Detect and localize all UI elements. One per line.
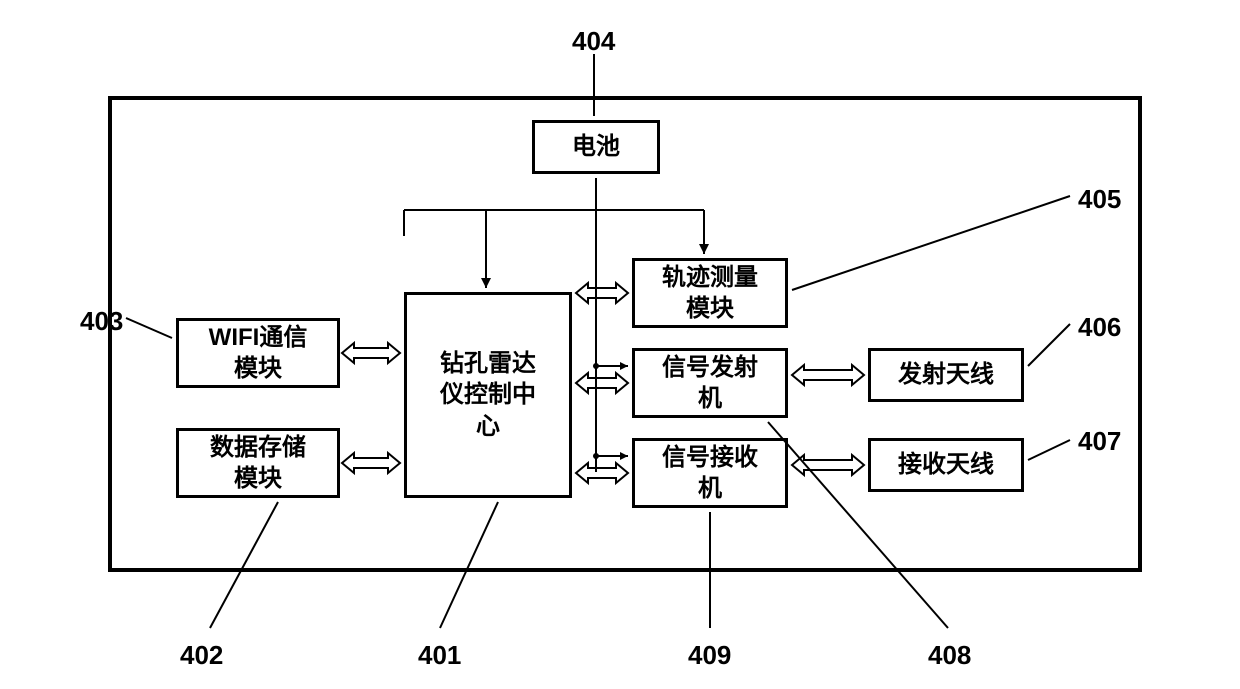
- block-404-text: 电池: [572, 131, 620, 162]
- block-402-text: 数据存储模块: [210, 432, 306, 494]
- block-406: 发射天线: [868, 348, 1024, 402]
- label-403: 403: [80, 306, 123, 337]
- label-401: 401: [418, 640, 461, 671]
- block-403-text: WIFI通信模块: [209, 322, 308, 384]
- diagram-canvas: 钻孔雷达仪控制中心 数据存储模块 WIFI通信模块 电池 轨迹测量模块 发射天线…: [0, 0, 1240, 689]
- block-405-text: 轨迹测量模块: [662, 262, 758, 324]
- label-404: 404: [572, 26, 615, 57]
- block-407-text: 接收天线: [898, 449, 994, 480]
- block-408: 信号发射机: [632, 348, 788, 418]
- label-407: 407: [1078, 426, 1121, 457]
- label-408: 408: [928, 640, 971, 671]
- block-402: 数据存储模块: [176, 428, 340, 498]
- block-401: 钻孔雷达仪控制中心: [404, 292, 572, 498]
- label-402: 402: [180, 640, 223, 671]
- block-403: WIFI通信模块: [176, 318, 340, 388]
- block-405: 轨迹测量模块: [632, 258, 788, 328]
- block-407: 接收天线: [868, 438, 1024, 492]
- block-409: 信号接收机: [632, 438, 788, 508]
- block-409-text: 信号接收机: [662, 442, 758, 504]
- label-406: 406: [1078, 312, 1121, 343]
- block-408-text: 信号发射机: [662, 352, 758, 414]
- label-405: 405: [1078, 184, 1121, 215]
- block-404: 电池: [532, 120, 660, 174]
- block-406-text: 发射天线: [898, 359, 994, 390]
- block-401-text: 钻孔雷达仪控制中心: [440, 348, 536, 442]
- label-409: 409: [688, 640, 731, 671]
